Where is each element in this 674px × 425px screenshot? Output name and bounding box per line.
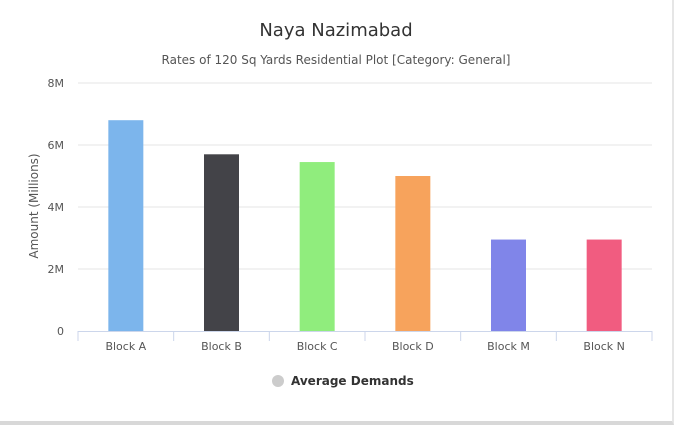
x-tick-label: Block M — [487, 340, 530, 353]
x-axis: Block A Block B Block C Block D Block M Block… — [77, 331, 653, 353]
gridlines — [78, 82, 652, 270]
bar[interactable] — [395, 176, 431, 331]
legend-label[interactable]: Average Demands — [291, 374, 414, 388]
y-tick-label: 6M — [48, 139, 65, 152]
x-tick-label: Block A — [105, 340, 146, 353]
y-tick-label: 0 — [57, 325, 64, 338]
legend[interactable]: Average Demands — [272, 374, 414, 388]
y-axis-ticks: 0 2M 4M 6M 8M — [48, 77, 65, 338]
chart-subtitle: Rates of 120 Sq Yards Residential Plot [… — [162, 53, 511, 67]
y-tick-label: 8M — [48, 77, 65, 90]
bar[interactable] — [586, 239, 622, 331]
bar[interactable] — [108, 120, 144, 331]
x-tick-label: Block N — [583, 340, 624, 353]
bar[interactable] — [204, 154, 239, 331]
x-tick-label: Block B — [201, 340, 242, 353]
x-tick-label: Block D — [392, 340, 434, 353]
bar[interactable] — [491, 239, 526, 331]
y-tick-label: 4M — [48, 201, 65, 214]
bar[interactable] — [299, 162, 335, 331]
chart-title: Naya Nazimabad — [259, 20, 412, 41]
y-tick-label: 2M — [48, 263, 65, 276]
y-axis-label: Amount (Millions) — [27, 153, 41, 258]
legend-marker[interactable] — [272, 375, 284, 387]
x-tick-label: Block C — [297, 340, 338, 353]
bars — [108, 120, 622, 331]
